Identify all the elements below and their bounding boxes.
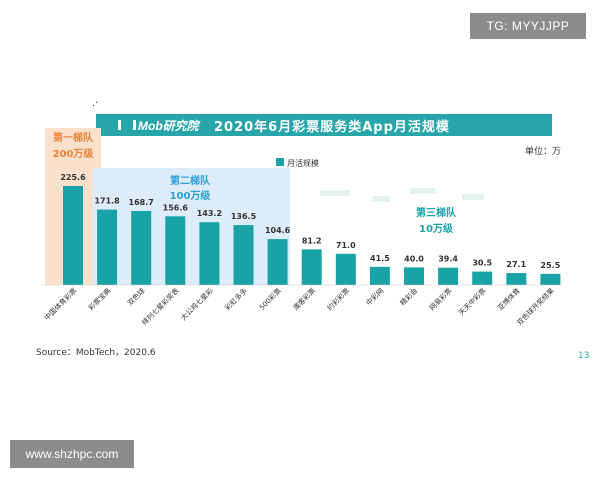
category-label-7: 澳客彩票 bbox=[291, 286, 317, 312]
bar-4 bbox=[199, 222, 220, 285]
faint-mark-3 bbox=[462, 194, 484, 200]
mob-logo: Mob研究院 bbox=[118, 115, 199, 135]
mob-logo-icon bbox=[118, 120, 136, 130]
tier1-level: 200万级 bbox=[53, 147, 95, 160]
value-label-10: 40.0 bbox=[404, 254, 424, 263]
tier2-level: 100万级 bbox=[170, 189, 212, 202]
bar-6 bbox=[267, 239, 288, 285]
bar-11 bbox=[438, 267, 459, 285]
bar-7 bbox=[301, 249, 322, 285]
value-label-12: 30.5 bbox=[472, 259, 492, 268]
bar-2 bbox=[131, 211, 152, 285]
category-label-11: 网易彩票 bbox=[427, 286, 453, 312]
tier3-name: 第三梯队 bbox=[416, 206, 457, 219]
category-labels: 中国体育彩票 彩票宝典 双色球排列七星彩奖表大公鸡七星彩 彩虹多多 500彩票 澳客彩票约… bbox=[42, 286, 555, 327]
bar-8 bbox=[335, 253, 356, 285]
value-label-14: 25.5 bbox=[541, 261, 561, 270]
value-label-3: 156.6 bbox=[163, 203, 189, 212]
legend-swatch bbox=[276, 158, 284, 166]
chart-title: 2020年6月彩票服务类App月活规模 bbox=[214, 119, 450, 135]
bars bbox=[63, 186, 561, 285]
category-label-1: 彩票宝典 bbox=[86, 286, 112, 312]
value-labels: 225.6 171.8 168.7 156.6 143.2 136.5 104.6 81.2 7… bbox=[60, 173, 560, 270]
value-label-7: 81.2 bbox=[302, 236, 322, 245]
category-label-8: 约彩彩票 bbox=[325, 286, 351, 312]
bar-12 bbox=[472, 271, 493, 285]
unit-label: 单位：万 bbox=[525, 145, 561, 157]
faint-mark-1 bbox=[372, 196, 390, 202]
tier2-name: 第二梯队 bbox=[170, 174, 211, 187]
category-label-13: 亚博体育 bbox=[496, 286, 522, 312]
value-label-5: 136.5 bbox=[231, 212, 257, 221]
mob-logo-text: Mob研究院 bbox=[138, 118, 199, 133]
title-bar bbox=[96, 114, 552, 136]
value-label-0: 225.6 bbox=[60, 173, 86, 182]
faint-mark-2 bbox=[410, 188, 436, 194]
bar-13 bbox=[506, 273, 527, 285]
watermark-bottom: www.shzhpc.com bbox=[10, 440, 134, 468]
category-label-9: 中彩网 bbox=[364, 286, 385, 307]
bar-3 bbox=[165, 216, 186, 285]
value-label-6: 104.6 bbox=[265, 226, 291, 235]
category-label-5: 彩虹多多 bbox=[223, 286, 249, 312]
decorative-dots: .· bbox=[92, 98, 99, 109]
category-label-2: 双色球 bbox=[125, 286, 146, 307]
category-label-4: 大公鸡七星彩 bbox=[179, 286, 215, 322]
bar-5 bbox=[233, 225, 254, 285]
faint-mark-0 bbox=[320, 190, 350, 196]
value-label-9: 41.5 bbox=[370, 254, 390, 263]
value-label-11: 39.4 bbox=[438, 255, 458, 264]
value-label-1: 171.8 bbox=[94, 197, 120, 206]
tier2-background bbox=[93, 168, 290, 285]
bar-9 bbox=[369, 266, 390, 285]
tier1-name: 第一梯队 bbox=[53, 131, 94, 144]
bar-1 bbox=[97, 209, 118, 285]
watermark-top: TG: MYYJJPP bbox=[470, 13, 586, 39]
value-label-8: 71.0 bbox=[336, 241, 356, 250]
bar-14 bbox=[540, 273, 561, 285]
tier3-level: 10万级 bbox=[419, 222, 454, 235]
bar-0 bbox=[63, 186, 83, 285]
slide-number: 13 bbox=[578, 351, 590, 361]
value-label-13: 27.1 bbox=[506, 260, 526, 269]
category-label-0: 中国体育彩票 bbox=[42, 286, 78, 322]
legend-label: 月活规模 bbox=[287, 158, 319, 168]
bar-10 bbox=[404, 267, 424, 285]
category-label-12: 天天中彩票 bbox=[457, 286, 488, 317]
category-label-10: 精彩会 bbox=[398, 286, 419, 307]
source-note: Source：MobTech，2020.6 bbox=[36, 348, 156, 358]
value-label-4: 143.2 bbox=[197, 209, 222, 218]
value-label-2: 168.7 bbox=[129, 198, 154, 207]
category-label-6: 500彩票 bbox=[257, 286, 283, 312]
faint-background-watermark bbox=[320, 188, 484, 202]
